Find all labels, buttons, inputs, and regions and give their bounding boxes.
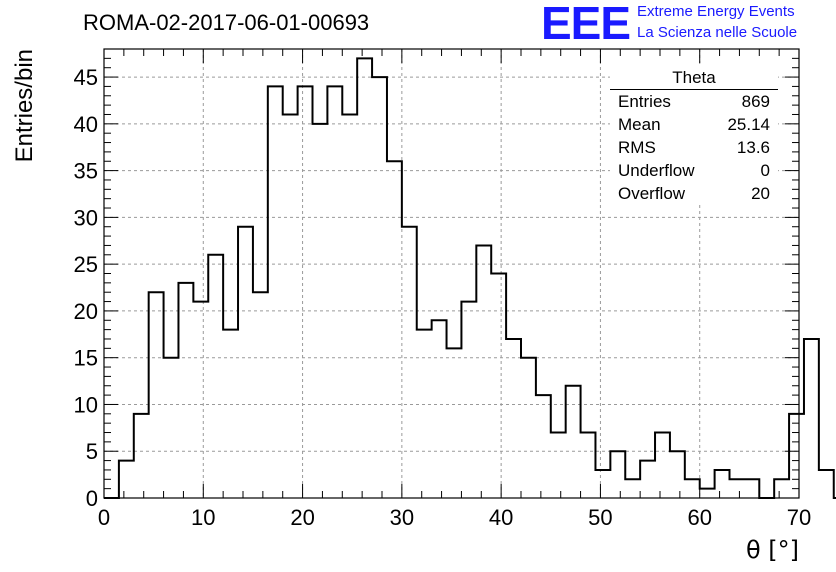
histogram-bin	[625, 479, 640, 498]
histogram-bin	[715, 470, 730, 498]
chart-title: ROMA-02-2017-06-01-00693	[83, 10, 370, 35]
y-tick-label: 45	[74, 65, 98, 90]
histogram-bin	[327, 86, 342, 498]
histogram-bin	[581, 433, 596, 498]
histogram-bin	[178, 283, 193, 498]
histogram-bin	[134, 414, 149, 498]
histogram-bin	[149, 292, 164, 498]
histogram-bin	[417, 330, 432, 498]
histogram-bin	[342, 114, 357, 498]
stats-label: Entries	[618, 92, 671, 111]
histogram-bin	[506, 339, 521, 498]
histogram-bin	[804, 339, 819, 498]
stats-box: Theta Entries 869 Mean 25.14 RMS 13.6 Un…	[610, 67, 778, 205]
y-tick-label: 30	[74, 205, 98, 230]
histogram-bin	[372, 77, 387, 498]
histogram-bin	[208, 255, 223, 498]
x-tick-label: 30	[390, 505, 414, 530]
y-tick-label: 40	[74, 112, 98, 137]
histogram-bin	[298, 86, 313, 498]
stats-value: 20	[751, 184, 770, 203]
stats-row-rms: RMS 13.6	[610, 136, 778, 159]
histogram-bin	[730, 479, 745, 498]
histogram-bin	[253, 292, 268, 498]
histogram-bin	[595, 470, 610, 498]
stats-label: Overflow	[618, 184, 686, 203]
eee-logo: EEE Extreme Energy Events La Scienza nel…	[541, 0, 836, 49]
histogram-bin	[268, 86, 283, 498]
stats-row-entries: Entries 869	[610, 90, 778, 113]
y-tick-label: 20	[74, 299, 98, 324]
x-axis-label: θ [°]	[746, 536, 799, 564]
histogram-bin	[551, 433, 566, 498]
stats-row-overflow: Overflow 20	[610, 182, 778, 205]
histogram-bin	[610, 451, 625, 498]
logo-subtitle-line2: La Scienza nelle Scuole	[637, 24, 798, 41]
histogram-bin	[238, 227, 253, 498]
histogram-bin	[447, 348, 462, 498]
y-axis-label: Entries/bin	[11, 49, 38, 162]
histogram-bin	[476, 245, 491, 498]
y-tick-label: 0	[86, 486, 98, 511]
histogram-bin	[744, 479, 759, 498]
histogram-bin	[164, 358, 179, 498]
stats-value: 13.6	[736, 138, 770, 157]
plot-frame	[103, 48, 800, 499]
histogram-bin	[119, 461, 134, 498]
x-tick-label: 10	[191, 505, 215, 530]
stats-row-underflow: Underflow 0	[610, 159, 778, 182]
y-tick-label: 15	[74, 346, 98, 371]
histogram-bin	[536, 395, 551, 498]
stats-value: 25.14	[727, 115, 770, 134]
x-tick-label: 0	[98, 505, 110, 530]
x-tick-label: 20	[290, 505, 314, 530]
histogram-bin	[640, 461, 655, 498]
histogram-bin	[774, 479, 789, 498]
histogram-bin	[432, 320, 447, 498]
eee-logo-mark: EEE	[541, 0, 631, 49]
histogram-bin	[700, 489, 715, 498]
histogram-bin	[402, 227, 417, 498]
histogram-bin	[223, 330, 238, 498]
histogram-bin	[655, 433, 670, 498]
stats-row-mean: Mean 25.14	[610, 113, 778, 136]
histogram-bin	[789, 414, 804, 498]
logo-subtitle-line1: Extreme Energy Events	[637, 3, 795, 20]
y-tick-label: 25	[74, 252, 98, 277]
y-tick-label: 35	[74, 159, 98, 184]
histogram-bin	[461, 302, 476, 498]
histogram-bin	[819, 470, 834, 498]
histogram-outline	[104, 57, 836, 499]
x-tick-label: 60	[687, 505, 711, 530]
histogram-bin	[521, 358, 536, 498]
stats-label: Mean	[618, 115, 661, 134]
x-tick-label: 40	[489, 505, 513, 530]
histogram-bin	[685, 479, 700, 498]
stats-label: RMS	[618, 138, 656, 157]
stats-value: 869	[741, 92, 770, 111]
y-tick-label: 10	[74, 392, 98, 417]
histogram-bin	[491, 274, 506, 499]
x-tick-label: 50	[588, 505, 612, 530]
stats-label: Underflow	[618, 161, 695, 180]
histogram-bin	[283, 114, 298, 498]
histogram-bin	[387, 161, 402, 498]
histogram-bin	[193, 302, 208, 498]
histogram-bin	[566, 386, 581, 498]
x-tick-label: 70	[787, 505, 811, 530]
stats-title: Theta	[610, 67, 778, 90]
stats-value: 0	[760, 161, 770, 180]
y-tick-label: 5	[86, 439, 98, 464]
histogram-bin	[670, 451, 685, 498]
